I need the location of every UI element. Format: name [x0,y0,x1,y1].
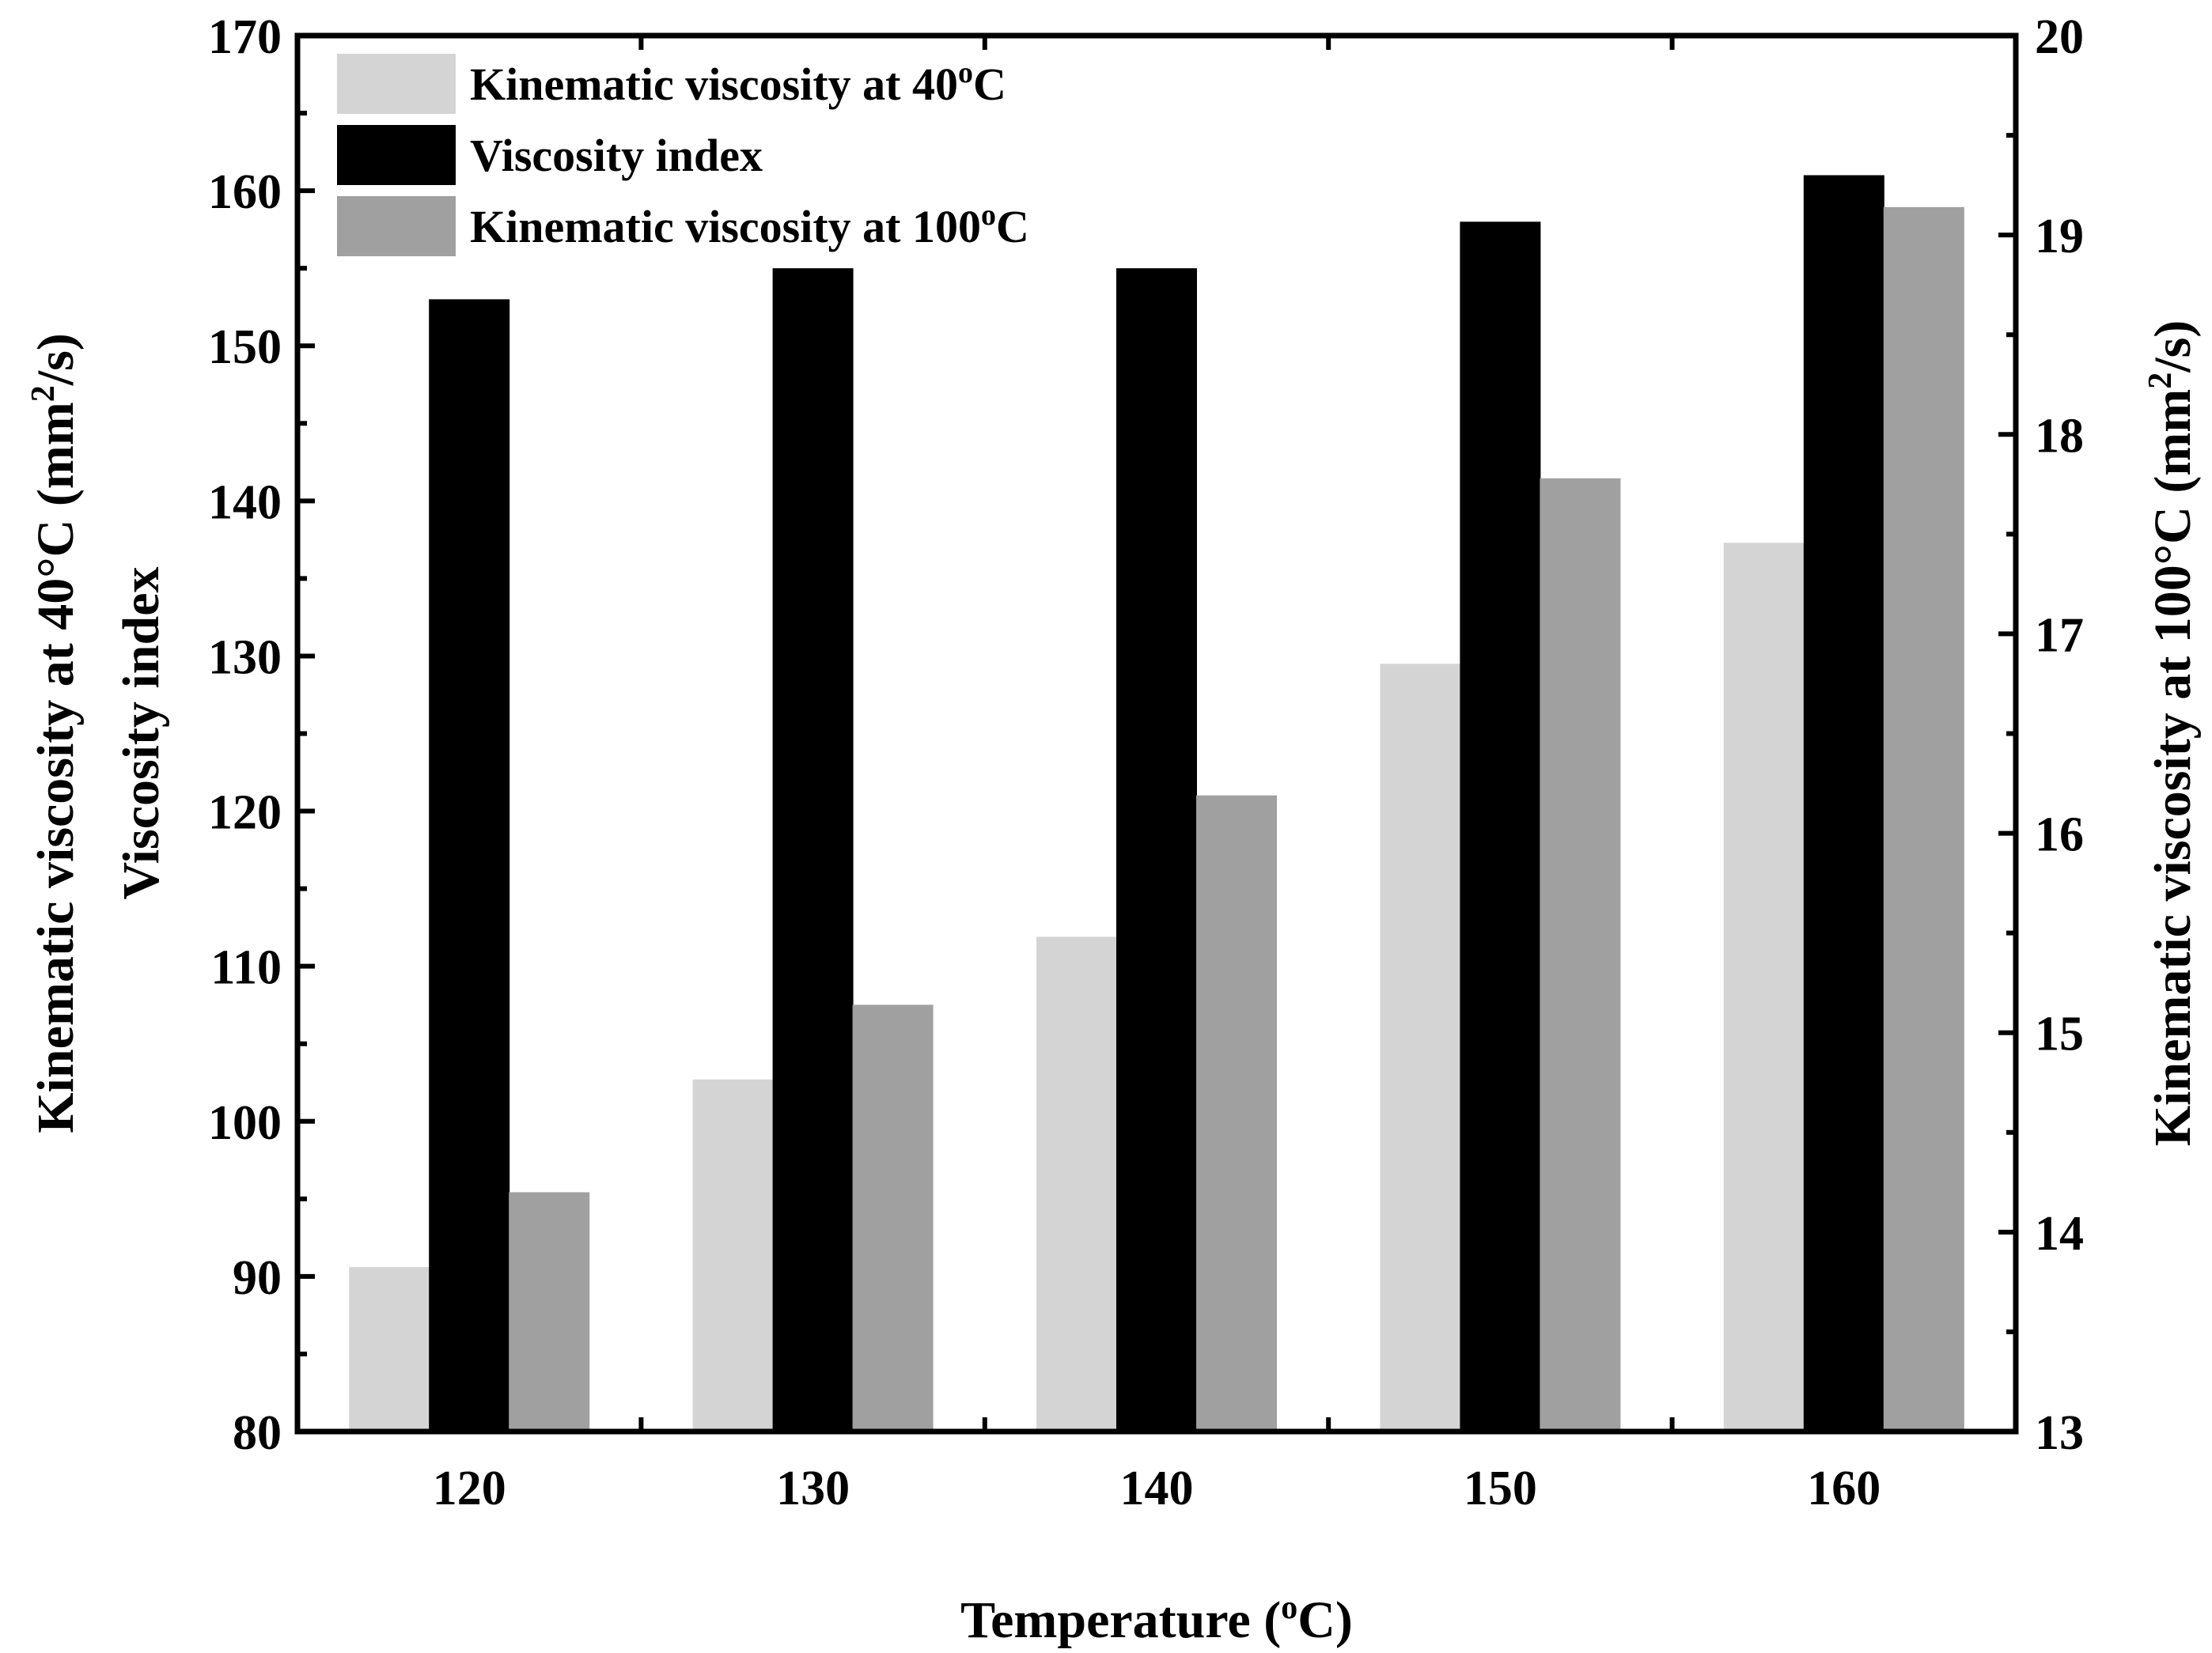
y-left-tick-label: 120 [208,786,282,840]
bar-kinematic-viscosity-at-100oc-160 [1883,206,1964,1432]
legend-label-3: Kinematic viscosity at 100oC [470,199,1029,252]
y-right-tick-label: 16 [2035,808,2084,862]
bar-viscosity-index-160 [1803,175,1884,1432]
legend-swatch-1 [337,54,456,114]
y-left-tick-label: 80 [233,1406,282,1460]
y-axis-left-title-line1: Kinematic viscosity at 40°C (mm2/s) [25,333,85,1133]
y-right-tick-label: 20 [2035,10,2084,64]
bar-kinematic-viscosity-at-100oc-150 [1540,478,1621,1432]
bar-kinematic-viscosity-at-100oc-140 [1196,795,1277,1432]
bar-kinematic-viscosity-at-40oc-160 [1723,543,1805,1432]
ticks-layer: 80 90 100 110 120 130 140 150 160 170 13 14 15 16 17 18… [208,10,2084,1515]
bar-kinematic-viscosity-at-40oc-150 [1380,664,1461,1432]
y-right-tick-label: 13 [2035,1406,2084,1460]
x-tick-label: 160 [1807,1462,1881,1515]
y-right-tick-label: 18 [2035,409,2084,463]
y-left-tick-label: 160 [208,165,282,219]
y-left-tick-label: 100 [208,1096,282,1150]
y-left-tick-label: 140 [208,475,282,529]
bar-kinematic-viscosity-at-40oc-130 [692,1079,774,1432]
legend-label-2: Viscosity index [470,130,763,181]
bar-kinematic-viscosity-at-100oc-120 [509,1192,590,1432]
y-right-tick-label: 17 [2035,608,2084,662]
y-left-tick-label: 130 [208,630,282,684]
bar-viscosity-index-120 [429,299,510,1432]
x-tick-label: 150 [1464,1462,1537,1515]
y-right-tick-label: 15 [2035,1008,2084,1061]
y-left-tick-label: 170 [208,10,282,64]
x-tick-label: 120 [433,1462,506,1515]
bar-kinematic-viscosity-at-100oc-130 [852,1004,934,1432]
y-right-tick-label: 14 [2035,1207,2084,1261]
y-axis-left-title-line2: Viscosity index [112,566,170,899]
bar-viscosity-index-140 [1116,268,1197,1432]
bar-viscosity-index-150 [1460,221,1541,1432]
y-right-tick-label: 19 [2035,210,2084,263]
y-left-tick-label: 150 [208,320,282,374]
x-tick-label: 130 [776,1462,850,1515]
y-axis-right-title: Kinematic viscosity at 100°C (mm2/s) [2142,320,2202,1147]
legend-swatch-2 [337,125,456,185]
bar-kinematic-viscosity-at-40oc-120 [349,1267,430,1432]
y-left-tick-label: 90 [233,1251,282,1305]
y-left-tick-label: 110 [210,941,282,995]
bars-layer [349,175,1964,1432]
x-tick-label: 140 [1120,1462,1194,1515]
legend: Kinematic viscosity at 40oC Viscosity ind… [337,54,1029,256]
bar-kinematic-viscosity-at-40oc-140 [1036,936,1117,1432]
bar-viscosity-index-130 [772,268,854,1432]
legend-swatch-3 [337,196,456,256]
x-axis-title: Temperature (oC) [960,1590,1353,1649]
legend-label-1: Kinematic viscosity at 40oC [470,56,1006,110]
